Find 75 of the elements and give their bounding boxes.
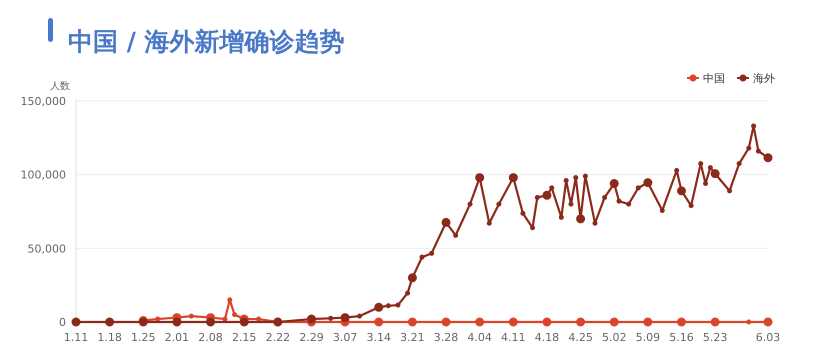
x-tick-label: 3.07	[332, 331, 358, 344]
point	[408, 318, 417, 326]
x-tick-label: 2.29	[299, 331, 324, 344]
point	[746, 146, 752, 151]
x-tick-label: 3.21	[400, 331, 425, 344]
y-tick-label: 0	[59, 316, 66, 329]
point	[602, 195, 608, 200]
point	[486, 220, 492, 226]
point	[328, 316, 334, 321]
legend-label: 中国	[703, 72, 725, 85]
point	[576, 318, 586, 326]
point	[751, 124, 756, 129]
point	[405, 290, 410, 296]
x-tick-label: 4.25	[568, 331, 593, 344]
point	[429, 250, 434, 256]
x-tick-label: 2.01	[164, 331, 190, 344]
x-tick-label: 1.18	[97, 331, 122, 344]
x-tick-label: 6.03	[756, 331, 780, 344]
point	[703, 181, 708, 186]
point	[643, 318, 652, 326]
point	[468, 202, 473, 207]
point	[677, 318, 686, 326]
point	[520, 210, 526, 216]
point	[374, 318, 384, 326]
x-tick-label: 2.22	[266, 331, 290, 344]
point	[475, 318, 484, 326]
point	[395, 302, 400, 308]
x-tick-label: 3.14	[366, 331, 391, 344]
x-tick-label: 5.09	[636, 331, 660, 344]
point	[549, 185, 554, 190]
x-tick-label: 5.02	[602, 331, 626, 344]
point	[764, 318, 772, 326]
y-tick-label: 150,000	[20, 95, 66, 108]
y-axis-title: 人数	[50, 81, 70, 92]
point	[582, 174, 588, 179]
y-tick-label: 100,000	[20, 168, 66, 182]
x-tick-label: 5.16	[669, 331, 694, 344]
x-tick-label: 1.11	[64, 331, 88, 344]
point	[736, 161, 742, 166]
point	[508, 318, 518, 326]
x-tick-label: 3.28	[434, 331, 458, 344]
point	[710, 318, 720, 326]
point	[688, 203, 694, 208]
point	[708, 165, 713, 170]
point	[542, 318, 552, 326]
point	[420, 254, 424, 260]
x-tick-label: 1.25	[131, 331, 156, 344]
x-tick-label: 2.08	[198, 331, 223, 344]
x-tick-label: 2.15	[232, 331, 256, 344]
point	[616, 198, 622, 204]
point	[386, 303, 391, 308]
point	[442, 318, 451, 326]
x-tick-label: 4.18	[534, 331, 560, 344]
chart-title: 中国 / 海外新增确诊趋势	[68, 27, 345, 56]
legend-label: 海外	[753, 72, 775, 85]
point	[573, 175, 578, 180]
point	[357, 314, 362, 319]
y-tick-label: 50,000	[28, 242, 66, 256]
point	[626, 202, 632, 207]
point	[636, 185, 641, 190]
x-tick-label: 4.11	[501, 331, 526, 344]
point	[496, 202, 502, 207]
point	[534, 195, 540, 200]
point	[592, 220, 598, 226]
point	[558, 214, 564, 220]
point	[727, 188, 732, 194]
x-tick-label: 4.04	[467, 331, 492, 344]
point	[530, 225, 536, 230]
point	[756, 148, 761, 154]
point	[568, 202, 574, 207]
point	[698, 161, 704, 166]
x-tick-label: 5.23	[702, 331, 728, 344]
point	[453, 232, 458, 238]
point	[564, 178, 569, 184]
point	[610, 318, 619, 326]
